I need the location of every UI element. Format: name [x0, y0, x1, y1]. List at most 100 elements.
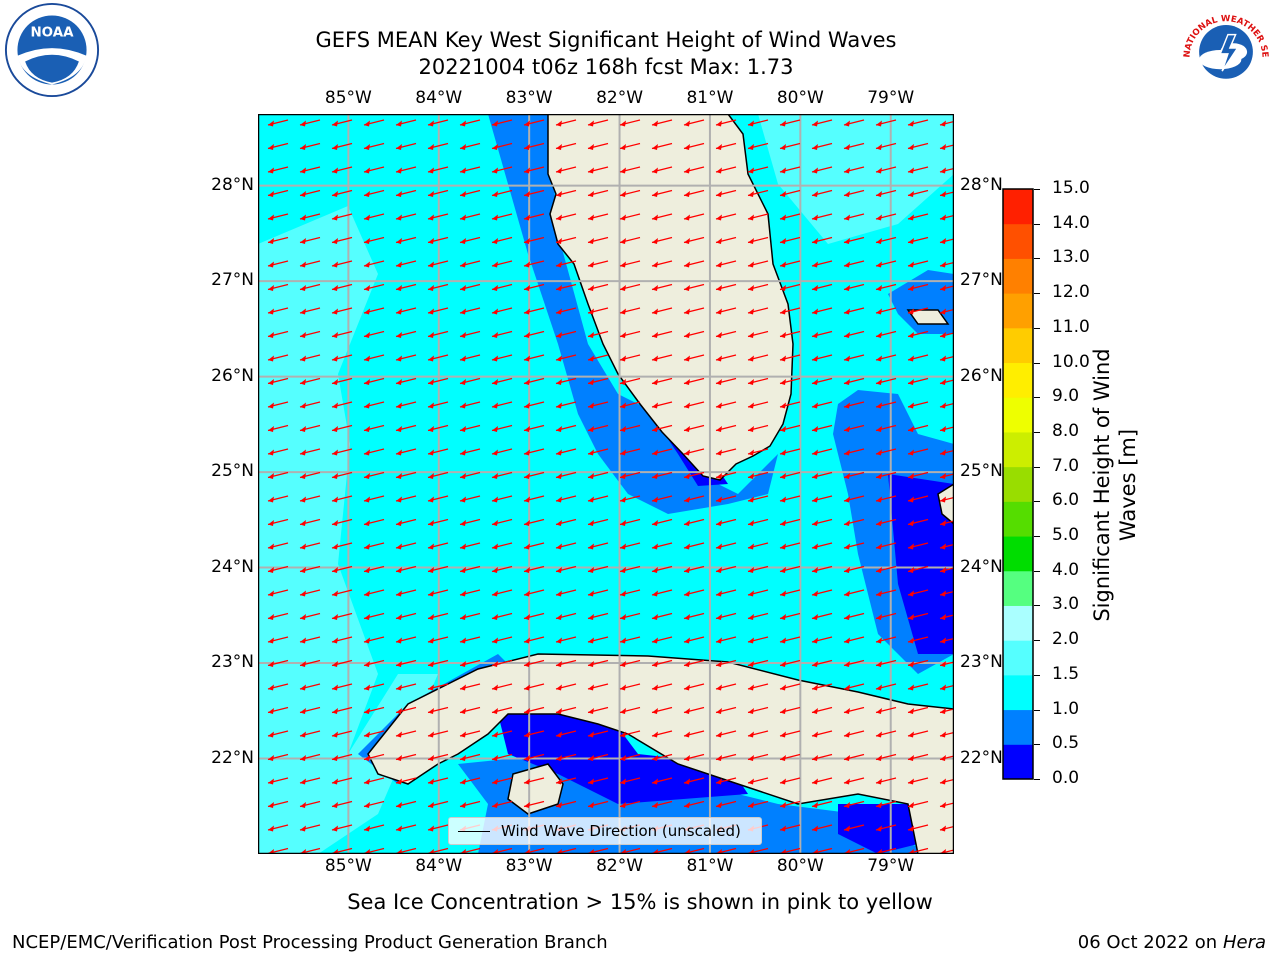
colorbar-tick-mark [1034, 189, 1040, 190]
wind-arrow [683, 565, 705, 573]
wind-arrow [331, 401, 353, 409]
wind-arrow [427, 824, 449, 832]
wind-arrow [747, 377, 769, 385]
wind-arrow [683, 236, 705, 244]
wind-arrow [811, 283, 833, 291]
wind-arrow [747, 636, 769, 644]
wind-arrow [651, 401, 673, 409]
wind-arrow [427, 401, 449, 409]
wind-arrow [363, 730, 385, 738]
wind-arrow [619, 612, 641, 620]
wind-arrow [299, 518, 321, 526]
wind-arrow [779, 189, 801, 197]
wind-arrow [427, 307, 449, 315]
lat-tick-label-left: 27°N [211, 270, 254, 291]
wind-arrow [683, 518, 705, 526]
wind-arrow [427, 283, 449, 291]
wind-arrow [907, 424, 929, 432]
wind-arrow [843, 659, 865, 667]
wind-arrow [683, 730, 705, 738]
wind-arrow [331, 777, 353, 785]
wind-arrow [779, 330, 801, 338]
wind-arrow [843, 589, 865, 597]
wind-arrow [459, 730, 481, 738]
wind-arrow [875, 142, 897, 150]
wind-arrow [363, 283, 385, 291]
wind-arrow [875, 659, 897, 667]
wind-arrow [395, 495, 417, 503]
wind-arrow [459, 612, 481, 620]
wind-arrow [779, 260, 801, 268]
wind-arrow [907, 354, 929, 362]
wind-arrow [555, 471, 577, 479]
wind-arrow [939, 543, 954, 550]
wind-arrow [779, 471, 801, 479]
wind-arrow [651, 542, 673, 550]
wind-arrow [459, 354, 481, 362]
wind-arrow [299, 683, 321, 691]
colorbar-segment [1003, 431, 1033, 468]
wind-arrow [267, 166, 289, 174]
wind-arrow [843, 777, 865, 785]
wind-arrow [459, 753, 481, 761]
wind-arrow [555, 330, 577, 338]
wind-arrow [395, 307, 417, 315]
wind-arrow [267, 824, 289, 832]
andros-island [937, 483, 954, 525]
wind-arrow [395, 424, 417, 432]
wind-arrow [907, 753, 929, 761]
wind-arrow [267, 518, 289, 526]
wind-arrow [587, 142, 609, 150]
wind-arrow [299, 260, 321, 268]
wind-arrow [491, 448, 513, 456]
wind-arrow [747, 471, 769, 479]
wind-arrow [363, 471, 385, 479]
wind-arrow [619, 260, 641, 268]
wind-arrow [427, 495, 449, 503]
colorbar-label: Significant Height of Wind Waves [m] [1090, 348, 1140, 622]
noaa-logo-text: NOAA [30, 26, 74, 41]
wind-arrow [715, 283, 737, 291]
wind-arrow [779, 824, 801, 832]
wind-arrow [363, 777, 385, 785]
wind-arrow [395, 142, 417, 150]
wind-arrow [715, 753, 737, 761]
lon-tick-label-top: 83°W [505, 88, 553, 108]
colorbar-segment [1003, 293, 1033, 329]
wind-arrow [811, 260, 833, 268]
wind-arrow [907, 636, 929, 644]
wind-arrow [811, 730, 833, 738]
wind-arrow [363, 166, 385, 174]
wind-arrow [427, 612, 449, 620]
wind-arrow [523, 518, 545, 526]
wind-arrow [779, 565, 801, 573]
wind-arrow [811, 189, 833, 197]
wind-arrow [331, 800, 353, 808]
wind-arrow [427, 683, 449, 691]
colorbar-segment [1003, 640, 1033, 676]
wind-arrow [491, 260, 513, 268]
wind-arrow [395, 753, 417, 761]
wind-arrow [267, 659, 289, 667]
wind-arrow [459, 683, 481, 691]
wind-arrow [907, 448, 929, 456]
wind-arrow [459, 659, 481, 667]
wind-arrow [395, 683, 417, 691]
wind-arrow [267, 730, 289, 738]
wind-arrow [779, 213, 801, 221]
wind-arrow [875, 213, 897, 221]
wind-arrow [267, 354, 289, 362]
wind-arrow [491, 565, 513, 573]
wind-arrow [651, 471, 673, 479]
colorbar-tick-mark [1034, 779, 1040, 780]
wind-arrow [843, 730, 865, 738]
wind-arrow [427, 189, 449, 197]
wind-arrow [811, 777, 833, 785]
wind-arrow [907, 706, 929, 714]
wind-arrow [587, 659, 609, 667]
wind-arrow [875, 260, 897, 268]
wind-arrow [523, 189, 545, 197]
wind-arrow [331, 706, 353, 714]
lat-tick-label-right: 26°N [960, 365, 1003, 386]
wind-arrow [555, 142, 577, 150]
